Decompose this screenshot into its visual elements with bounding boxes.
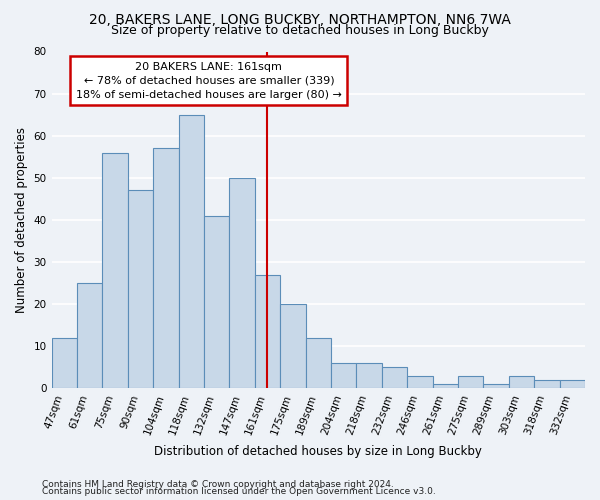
Text: 20 BAKERS LANE: 161sqm
← 78% of detached houses are smaller (339)
18% of semi-de: 20 BAKERS LANE: 161sqm ← 78% of detached… <box>76 62 342 100</box>
Bar <box>128 190 153 388</box>
Bar <box>255 274 280 388</box>
Text: Size of property relative to detached houses in Long Buckby: Size of property relative to detached ho… <box>111 24 489 37</box>
Text: Contains HM Land Registry data © Crown copyright and database right 2024.: Contains HM Land Registry data © Crown c… <box>42 480 394 489</box>
Text: 20, BAKERS LANE, LONG BUCKBY, NORTHAMPTON, NN6 7WA: 20, BAKERS LANE, LONG BUCKBY, NORTHAMPTO… <box>89 12 511 26</box>
Bar <box>179 114 204 388</box>
Bar <box>153 148 179 388</box>
Bar <box>280 304 305 388</box>
Y-axis label: Number of detached properties: Number of detached properties <box>15 127 28 313</box>
X-axis label: Distribution of detached houses by size in Long Buckby: Distribution of detached houses by size … <box>154 444 482 458</box>
Text: Contains public sector information licensed under the Open Government Licence v3: Contains public sector information licen… <box>42 488 436 496</box>
Bar <box>204 216 229 388</box>
Bar <box>509 376 534 388</box>
Bar <box>52 338 77 388</box>
Bar <box>356 363 382 388</box>
Bar <box>382 368 407 388</box>
Bar <box>433 384 458 388</box>
Bar <box>77 283 103 389</box>
Bar <box>458 376 484 388</box>
Bar <box>560 380 585 388</box>
Bar <box>229 178 255 388</box>
Bar <box>484 384 509 388</box>
Bar <box>534 380 560 388</box>
Bar <box>331 363 356 388</box>
Bar <box>103 152 128 388</box>
Bar <box>305 338 331 388</box>
Bar <box>407 376 433 388</box>
